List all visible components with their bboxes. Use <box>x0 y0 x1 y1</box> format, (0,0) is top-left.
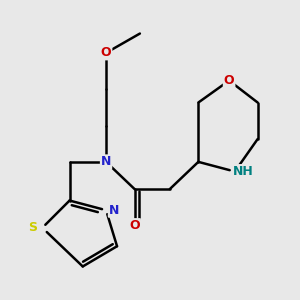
Text: N: N <box>109 204 119 217</box>
Text: NH: NH <box>233 165 254 178</box>
Text: S: S <box>28 221 37 234</box>
Text: O: O <box>224 74 234 87</box>
Text: O: O <box>129 219 140 232</box>
Text: O: O <box>101 46 111 59</box>
Text: N: N <box>101 155 111 168</box>
